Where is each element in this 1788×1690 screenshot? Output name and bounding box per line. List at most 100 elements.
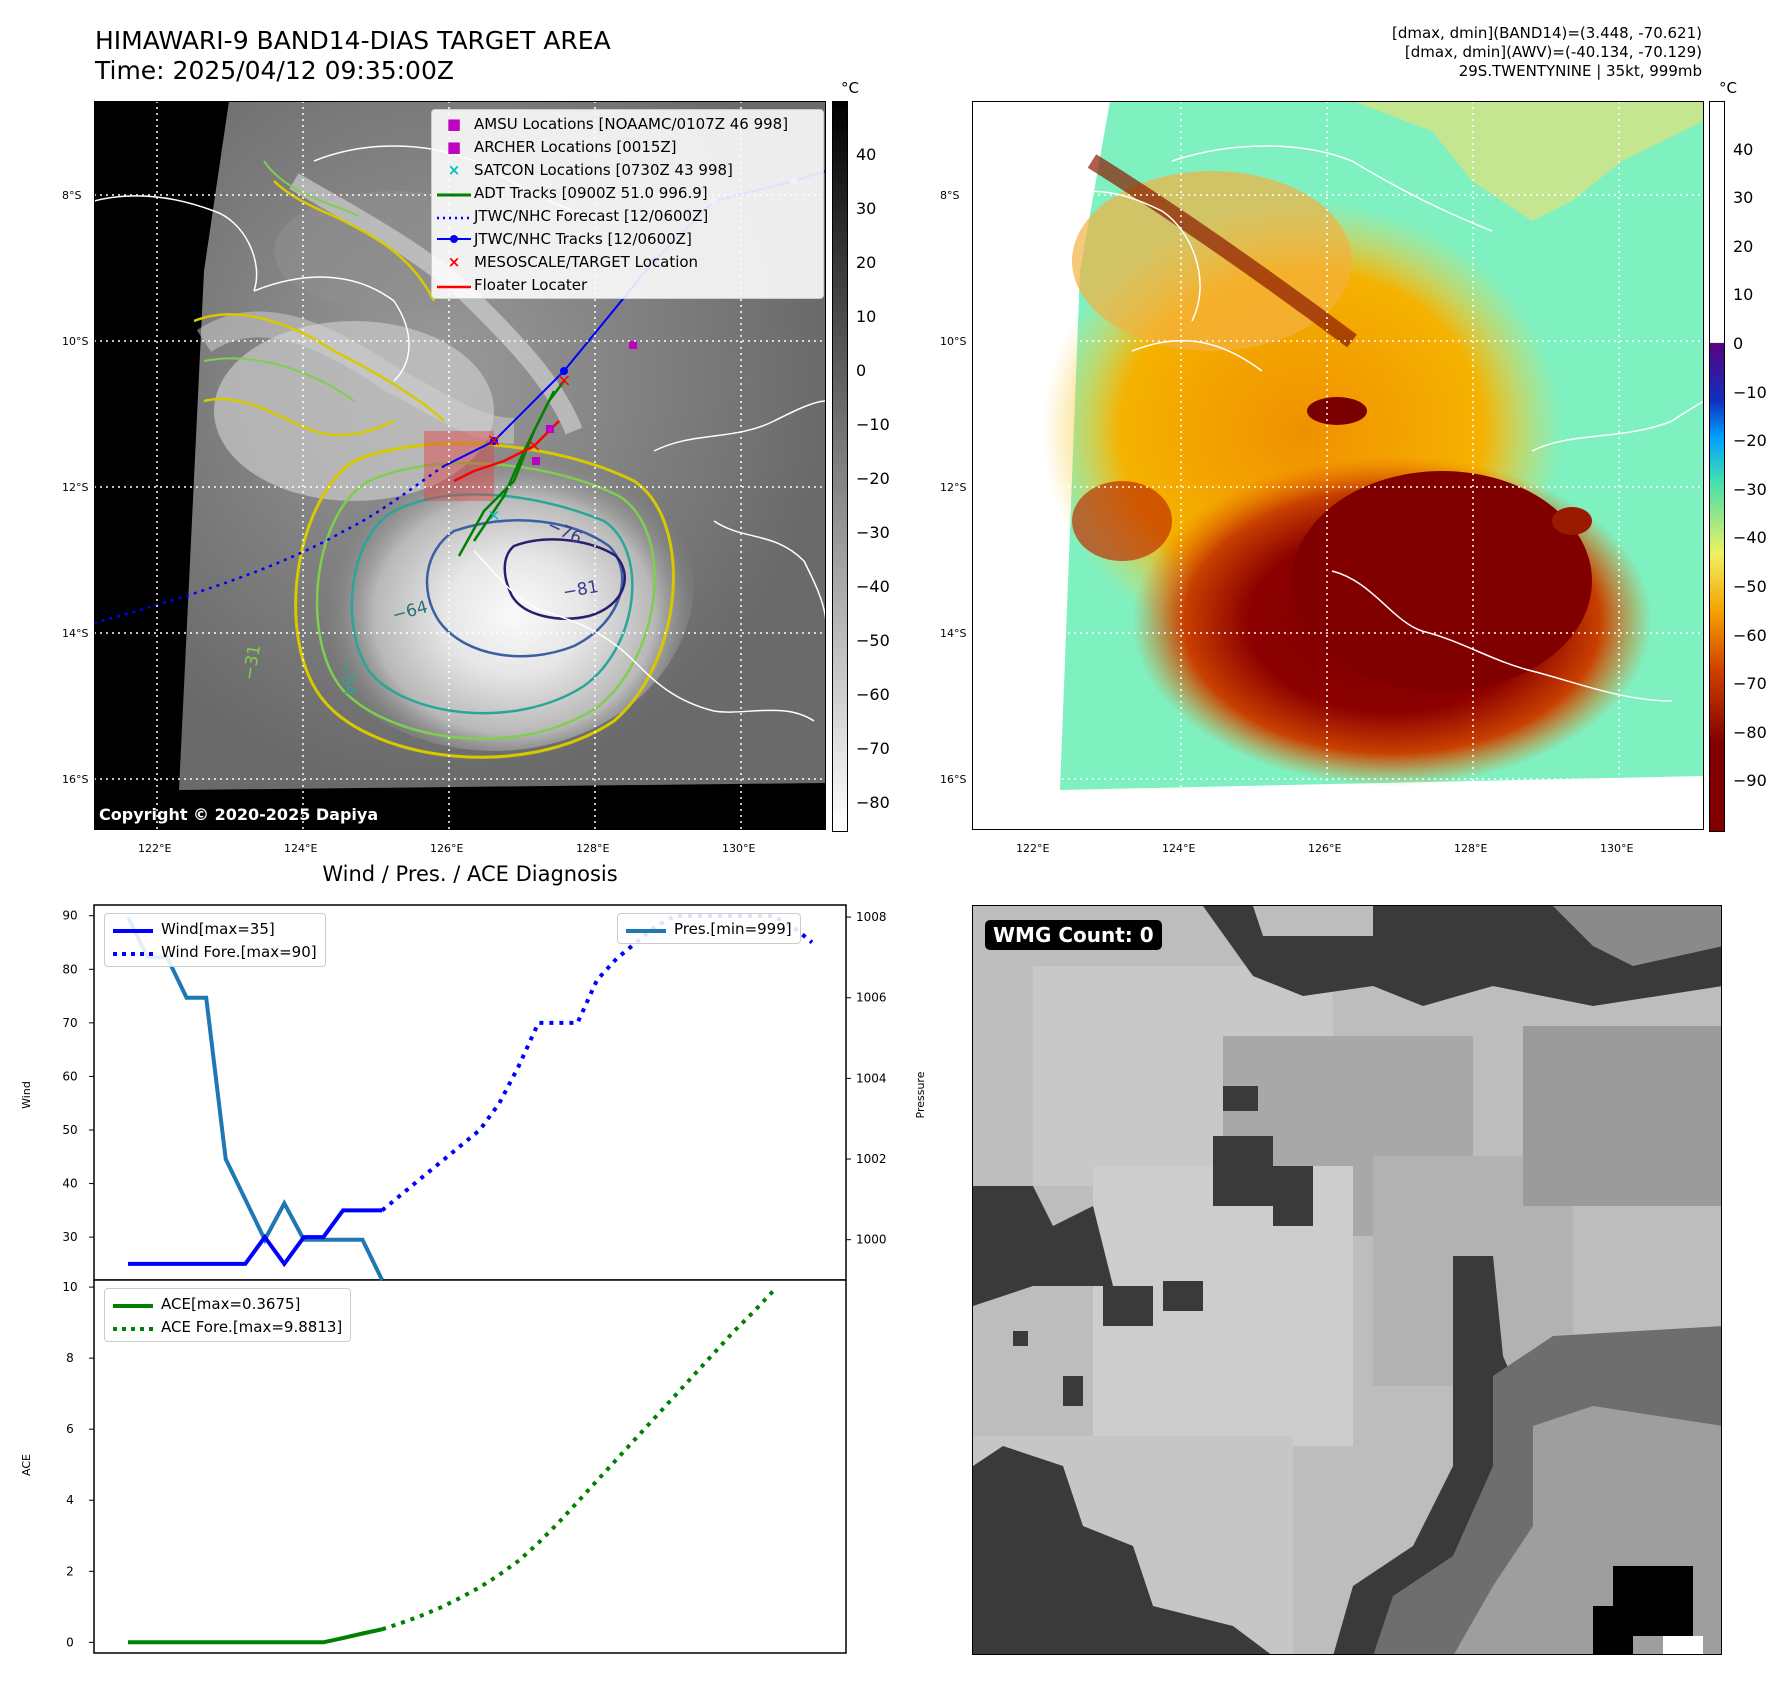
line-marker-icon [113, 920, 153, 938]
lon-tick: 122°E [1016, 842, 1050, 855]
ace-axes [93, 1279, 847, 1654]
legend-label: Floater Locater [474, 275, 588, 294]
lon-tick: 124°E [284, 842, 318, 855]
lat-tick: 14°S [62, 627, 89, 640]
x-marker-icon: × [447, 160, 461, 179]
wmg-image [973, 906, 1721, 1654]
y-tick-label: 8 [66, 1351, 74, 1365]
ir-map-panel: × × × × −76 −81 −64 −54 −31 ■ AMSU Locat… [94, 101, 826, 830]
lon-tick: 128°E [576, 842, 610, 855]
colorbar-tick-label: −60 [1733, 625, 1767, 645]
y-tick-label: 70 [62, 1016, 77, 1030]
colorbar-tick-label: −40 [1733, 528, 1767, 548]
y-tick-label: 90 [62, 909, 77, 923]
lon-tick: 128°E [1454, 842, 1488, 855]
legend-label: Wind Fore.[max=90] [161, 942, 317, 961]
colorbar-tick-label: 10 [856, 307, 877, 326]
legend-forecast: JTWC/NHC Forecast [12/0600Z] [434, 204, 821, 227]
awv-map-image [972, 101, 1704, 830]
legend-label: ADT Tracks [0900Z 51.0 996.9] [474, 183, 708, 202]
ace-y-ticks: 0 2 4 6 8 10 [62, 1280, 94, 1649]
lat-tick: 8°S [940, 189, 960, 202]
legend-pressure: Pres.[min=999] [626, 917, 792, 940]
legend-label: SATCON Locations [0730Z 43 998] [474, 160, 733, 179]
storm-info: 29S.TWENTYNINE | 35kt, 999mb [1458, 62, 1702, 80]
y2-tick-label: 1000 [856, 1233, 887, 1247]
y2-tick-label: 1006 [856, 991, 887, 1005]
legend-mesoscale: × MESOSCALE/TARGET Location [434, 250, 821, 273]
y-tick-label: 6 [66, 1422, 74, 1436]
y-tick-label: 0 [66, 1635, 74, 1649]
dotted-line-icon [113, 1318, 153, 1336]
colorbar-tick-label: 40 [856, 145, 877, 164]
colorbar-tick-label: −80 [856, 793, 890, 812]
lon-tick: 126°E [430, 842, 464, 855]
colorbar-tick-label: 30 [856, 199, 877, 218]
y-tick-label: 50 [62, 1123, 77, 1137]
y-tick-label: 4 [66, 1493, 74, 1507]
line-marker-icon [434, 184, 474, 202]
legend-wind: Wind[max=35] [113, 917, 317, 940]
wind-legend: Wind[max=35] Wind Fore.[max=90] [104, 913, 326, 967]
awv-map-frame [972, 101, 1704, 830]
legend-label: Pres.[min=999] [674, 919, 792, 938]
colorbar-tick-label: 20 [856, 253, 877, 272]
colorbar-tick-label: −10 [1733, 382, 1767, 402]
figure-time: Time: 2025/04/12 09:35:00Z [95, 56, 454, 85]
wind-ylabel: Wind [20, 1081, 33, 1109]
awv-colorbar-unit: °C [1719, 79, 1737, 97]
colorbar-tick-label: −40 [856, 577, 890, 596]
dotted-line-icon [113, 943, 153, 961]
y-tick-label: 10 [62, 1280, 77, 1294]
ace-legend: ACE[max=0.3675] ACE Fore.[max=9.8813] [104, 1288, 352, 1342]
ace-series [128, 1289, 775, 1645]
lon-tick: 126°E [1308, 842, 1342, 855]
colorbar-tick-label: −30 [856, 523, 890, 542]
legend-ace-forecast: ACE Fore.[max=9.8813] [113, 1315, 342, 1338]
y-tick-label: 80 [62, 962, 77, 976]
colorbar-tick-label: −50 [856, 631, 890, 650]
wmg-panel: WMG Count: 0 [972, 905, 1722, 1655]
lat-tick: 14°S [940, 627, 967, 640]
colorbar-tick-label: 0 [1733, 334, 1744, 353]
legend-label: AMSU Locations [NOAAMC/0107Z 46 998] [474, 114, 789, 133]
line-marker-icon [113, 1295, 153, 1313]
legend-wind-forecast: Wind Fore.[max=90] [113, 940, 317, 963]
wind-y-ticks: 30 40 50 60 70 80 90 [62, 909, 94, 1244]
colorbar-tick-label: 30 [1733, 188, 1754, 208]
y2-tick-label: 1002 [856, 1152, 887, 1166]
pressure-legend: Pres.[min=999] [617, 913, 801, 944]
colorbar-tick-label: 40 [1733, 139, 1754, 159]
colorbar-tick-label: 0 [856, 361, 867, 380]
colorbar-tick-label: −10 [856, 415, 890, 434]
legend-label: ACE[max=0.3675] [161, 1294, 301, 1313]
stats-band14: [dmax, dmin](BAND14)=(3.448, -70.621) [1391, 24, 1702, 42]
lat-tick: 10°S [62, 335, 89, 348]
lat-tick: 16°S [940, 773, 967, 786]
square-marker-icon: ■ [446, 114, 462, 133]
legend-tracks: JTWC/NHC Tracks [12/0600Z] [434, 227, 821, 250]
x-marker-icon: × [447, 252, 461, 271]
legend-label: JTWC/NHC Tracks [12/0600Z] [474, 229, 692, 248]
colorbar-tick-label: −20 [1733, 431, 1767, 451]
legend-ace: ACE[max=0.3675] [113, 1292, 342, 1315]
legend-amsu: ■ AMSU Locations [NOAAMC/0107Z 46 998] [434, 112, 821, 135]
lon-tick: 122°E [138, 842, 172, 855]
ir-colorbar [832, 101, 848, 832]
ir-map-frame [94, 101, 826, 830]
lat-tick: 16°S [62, 773, 89, 786]
colorbar-tick-label: −70 [856, 739, 890, 758]
copyright: Copyright © 2020-2025 Dapiya [99, 805, 379, 824]
ace-ylabel: ACE [20, 1454, 33, 1476]
svg-text:×: × [556, 370, 571, 391]
wind-line [128, 1208, 383, 1268]
y2-tick-label: 1008 [856, 910, 887, 924]
y-tick-label: 60 [62, 1069, 77, 1083]
colorbar-tick-label: −20 [856, 469, 890, 488]
line-marker-icon [434, 276, 474, 294]
pressure-y-ticks: 1000 1002 1004 1006 1008 [846, 910, 887, 1247]
lat-tick: 12°S [940, 481, 967, 494]
legend-adt: ADT Tracks [0900Z 51.0 996.9] [434, 181, 821, 204]
awv-colorbar [1709, 101, 1725, 832]
legend-label: MESOSCALE/TARGET Location [474, 252, 699, 271]
